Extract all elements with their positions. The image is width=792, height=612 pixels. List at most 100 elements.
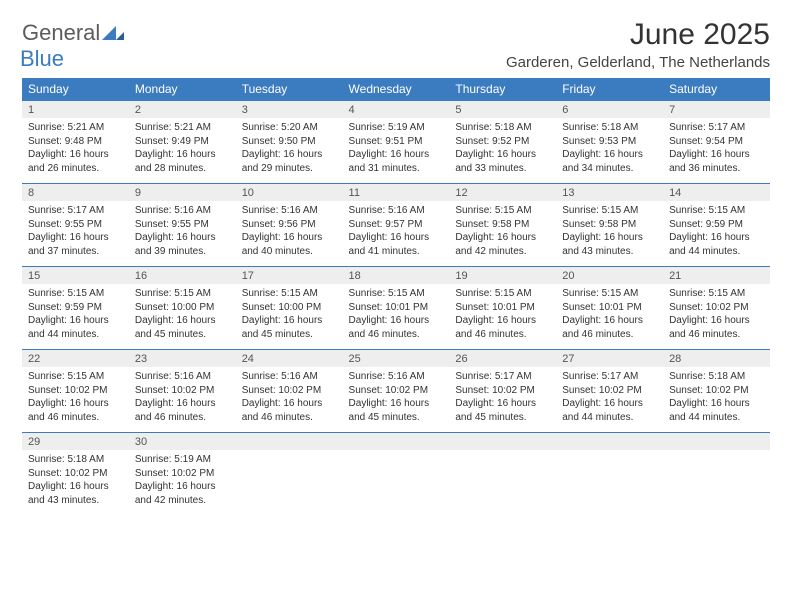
sunset-line: Sunset: 9:55 PM	[28, 218, 123, 232]
sunset-line: Sunset: 10:02 PM	[135, 467, 230, 481]
sunset-line: Sunset: 9:50 PM	[242, 135, 337, 149]
sunset-line: Sunset: 9:53 PM	[562, 135, 657, 149]
logo-word-general: General	[22, 20, 100, 45]
daylight-line: Daylight: 16 hours and 43 minutes.	[562, 231, 657, 258]
daylight-line: Daylight: 16 hours and 46 minutes.	[455, 314, 550, 341]
sunset-line: Sunset: 10:00 PM	[135, 301, 230, 315]
brand-logo: General Blue	[22, 18, 124, 72]
sunrise-line: Sunrise: 5:16 AM	[242, 370, 337, 384]
week-daynum-row: 15161718192021	[22, 267, 770, 285]
day-cell	[556, 450, 663, 515]
day-cell: Sunrise: 5:19 AMSunset: 9:51 PMDaylight:…	[343, 118, 450, 184]
day-cell: Sunrise: 5:15 AMSunset: 10:02 PMDaylight…	[22, 367, 129, 433]
day-details: Sunrise: 5:15 AMSunset: 10:02 PMDaylight…	[22, 367, 129, 432]
sunrise-line: Sunrise: 5:15 AM	[349, 287, 444, 301]
day-number-cell: 15	[22, 267, 129, 285]
daylight-line: Daylight: 16 hours and 45 minutes.	[242, 314, 337, 341]
sunrise-line: Sunrise: 5:18 AM	[669, 370, 764, 384]
day-number-cell	[556, 433, 663, 451]
daylight-line: Daylight: 16 hours and 40 minutes.	[242, 231, 337, 258]
sunrise-line: Sunrise: 5:15 AM	[28, 287, 123, 301]
day-number-cell: 22	[22, 350, 129, 368]
day-details: Sunrise: 5:15 AMSunset: 9:58 PMDaylight:…	[556, 201, 663, 266]
day-cell: Sunrise: 5:18 AMSunset: 10:02 PMDaylight…	[22, 450, 129, 515]
week-daynum-row: 891011121314	[22, 184, 770, 202]
daylight-line: Daylight: 16 hours and 28 minutes.	[135, 148, 230, 175]
day-cell: Sunrise: 5:15 AMSunset: 10:01 PMDaylight…	[556, 284, 663, 350]
day-cell: Sunrise: 5:17 AMSunset: 9:54 PMDaylight:…	[663, 118, 770, 184]
day-details: Sunrise: 5:16 AMSunset: 9:56 PMDaylight:…	[236, 201, 343, 266]
sunset-line: Sunset: 9:58 PM	[455, 218, 550, 232]
day-number-cell: 25	[343, 350, 450, 368]
daylight-line: Daylight: 16 hours and 41 minutes.	[349, 231, 444, 258]
day-number: 3	[236, 101, 343, 118]
sunset-line: Sunset: 9:56 PM	[242, 218, 337, 232]
day-number-cell: 3	[236, 101, 343, 119]
calendar-body: 1234567Sunrise: 5:21 AMSunset: 9:48 PMDa…	[22, 101, 770, 516]
day-details: Sunrise: 5:16 AMSunset: 9:55 PMDaylight:…	[129, 201, 236, 266]
day-number: 4	[343, 101, 450, 118]
day-details: Sunrise: 5:15 AMSunset: 10:00 PMDaylight…	[236, 284, 343, 349]
sunset-line: Sunset: 10:02 PM	[669, 384, 764, 398]
day-number: 2	[129, 101, 236, 118]
day-number: 14	[663, 184, 770, 201]
sunset-line: Sunset: 9:55 PM	[135, 218, 230, 232]
logo-triangle-icon	[102, 26, 124, 40]
sunrise-line: Sunrise: 5:21 AM	[135, 121, 230, 135]
day-number-cell: 18	[343, 267, 450, 285]
day-cell: Sunrise: 5:21 AMSunset: 9:49 PMDaylight:…	[129, 118, 236, 184]
day-cell: Sunrise: 5:15 AMSunset: 9:58 PMDaylight:…	[556, 201, 663, 267]
sunrise-line: Sunrise: 5:18 AM	[562, 121, 657, 135]
day-cell: Sunrise: 5:16 AMSunset: 9:57 PMDaylight:…	[343, 201, 450, 267]
sunrise-line: Sunrise: 5:16 AM	[349, 370, 444, 384]
day-number: 28	[663, 350, 770, 367]
sunrise-line: Sunrise: 5:15 AM	[669, 204, 764, 218]
daylight-line: Daylight: 16 hours and 44 minutes.	[562, 397, 657, 424]
day-number: 1	[22, 101, 129, 118]
sunrise-line: Sunrise: 5:15 AM	[669, 287, 764, 301]
daylight-line: Daylight: 16 hours and 46 minutes.	[669, 314, 764, 341]
sunrise-line: Sunrise: 5:15 AM	[28, 370, 123, 384]
day-number-cell: 20	[556, 267, 663, 285]
day-number: 11	[343, 184, 450, 201]
day-number-cell: 14	[663, 184, 770, 202]
sunrise-line: Sunrise: 5:18 AM	[28, 453, 123, 467]
day-cell: Sunrise: 5:18 AMSunset: 10:02 PMDaylight…	[663, 367, 770, 433]
sunset-line: Sunset: 10:01 PM	[349, 301, 444, 315]
day-cell: Sunrise: 5:20 AMSunset: 9:50 PMDaylight:…	[236, 118, 343, 184]
day-number: 13	[556, 184, 663, 201]
sunrise-line: Sunrise: 5:15 AM	[455, 287, 550, 301]
weekday-header: Tuesday	[236, 78, 343, 101]
day-number-cell: 26	[449, 350, 556, 368]
sunset-line: Sunset: 9:52 PM	[455, 135, 550, 149]
day-cell: Sunrise: 5:16 AMSunset: 10:02 PMDaylight…	[129, 367, 236, 433]
day-number: 23	[129, 350, 236, 367]
day-number-cell: 27	[556, 350, 663, 368]
day-number: 19	[449, 267, 556, 284]
sunrise-line: Sunrise: 5:18 AM	[455, 121, 550, 135]
sunset-line: Sunset: 9:57 PM	[349, 218, 444, 232]
day-details: Sunrise: 5:17 AMSunset: 9:54 PMDaylight:…	[663, 118, 770, 183]
sunset-line: Sunset: 9:54 PM	[669, 135, 764, 149]
sunrise-line: Sunrise: 5:16 AM	[135, 370, 230, 384]
sunrise-line: Sunrise: 5:16 AM	[349, 204, 444, 218]
sunrise-line: Sunrise: 5:19 AM	[349, 121, 444, 135]
daylight-line: Daylight: 16 hours and 42 minutes.	[135, 480, 230, 507]
daylight-line: Daylight: 16 hours and 45 minutes.	[349, 397, 444, 424]
day-number-cell: 11	[343, 184, 450, 202]
day-details: Sunrise: 5:21 AMSunset: 9:49 PMDaylight:…	[129, 118, 236, 183]
day-number-cell: 23	[129, 350, 236, 368]
logo-word-blue: Blue	[20, 46, 64, 71]
day-number: 6	[556, 101, 663, 118]
day-cell: Sunrise: 5:17 AMSunset: 10:02 PMDaylight…	[449, 367, 556, 433]
day-details: Sunrise: 5:15 AMSunset: 10:00 PMDaylight…	[129, 284, 236, 349]
sunrise-line: Sunrise: 5:15 AM	[562, 204, 657, 218]
day-number-cell: 28	[663, 350, 770, 368]
sunset-line: Sunset: 10:02 PM	[349, 384, 444, 398]
day-cell	[663, 450, 770, 515]
daylight-line: Daylight: 16 hours and 36 minutes.	[669, 148, 764, 175]
sunrise-line: Sunrise: 5:17 AM	[562, 370, 657, 384]
day-number: 24	[236, 350, 343, 367]
sunrise-line: Sunrise: 5:17 AM	[28, 204, 123, 218]
calendar-header-row: SundayMondayTuesdayWednesdayThursdayFrid…	[22, 78, 770, 101]
